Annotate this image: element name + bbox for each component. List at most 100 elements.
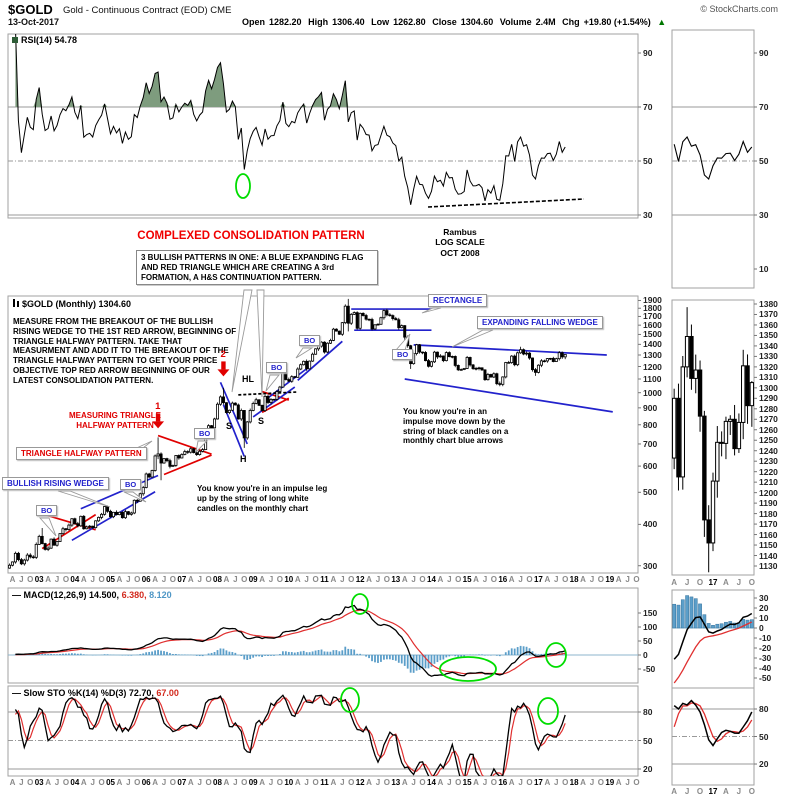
xaxis-month-label: O xyxy=(455,778,462,787)
xaxis-month-label: O xyxy=(134,778,141,787)
xaxis-year-label: 17 xyxy=(708,787,718,796)
xaxis-year-label: 14 xyxy=(427,575,436,584)
annotation-measure: MEASURE FROM THE BREAKOUT OF THE BULLISH… xyxy=(13,317,237,385)
xaxis-month-label: J xyxy=(625,778,630,787)
rsi-icon xyxy=(12,37,18,43)
xaxis-year-label: 15 xyxy=(462,778,472,787)
trendline-blue xyxy=(404,378,613,413)
arrow-number-2: 2 xyxy=(220,349,226,361)
red-arrow-head xyxy=(217,369,230,377)
callout-triangle-halfway: TRIANGLE HALFWAY PATTERN xyxy=(16,447,147,460)
xaxis-month-label: O xyxy=(62,778,70,787)
callout-tail xyxy=(256,289,265,398)
trendline-blue xyxy=(264,365,311,401)
xaxis-month-label: J xyxy=(411,778,416,787)
low-value: 1262.80 xyxy=(393,17,426,27)
price-ytick: 1200 xyxy=(643,361,662,372)
open-label: Open xyxy=(242,17,266,27)
price-ytick: 1000 xyxy=(643,387,662,398)
green-circle-annotation xyxy=(351,593,369,615)
xaxis-month-label: J xyxy=(375,575,381,584)
xaxis-month-label: A xyxy=(330,778,337,787)
green-circle-annotation xyxy=(545,642,567,668)
mini-candlesticks xyxy=(672,307,754,573)
macd-ytick: -50 xyxy=(643,664,656,674)
xaxis-year-label: 11 xyxy=(320,778,329,787)
high-value: 1306.40 xyxy=(332,17,365,27)
annotation-impulse-up: You know you're in an impulse leg up by … xyxy=(197,484,328,513)
chg-up-icon: ▲ xyxy=(657,17,667,27)
xaxis-year-label: 13 xyxy=(391,778,401,787)
rsi-ytick: 70 xyxy=(643,102,653,112)
mini-macd-ytick: 20 xyxy=(759,603,769,613)
rsi-panel-label: RSI(14) 54.78 xyxy=(12,35,77,45)
mini-price-ytick: 1240 xyxy=(759,445,778,456)
xaxis-year-label: 07 xyxy=(177,575,187,584)
xaxis-month-label: A xyxy=(508,778,515,787)
price-ytick: 1300 xyxy=(643,350,662,360)
xaxis-month-label: A xyxy=(80,778,87,787)
xaxis-month-label: A xyxy=(401,575,408,584)
xaxis-month-label: J xyxy=(304,778,309,787)
bo-callout-tail xyxy=(195,440,209,454)
callout-tail xyxy=(231,289,253,393)
mini-rsi-ytick: 30 xyxy=(759,210,769,220)
xaxis-month-label: A xyxy=(473,778,479,787)
mini-price-ytick: 1260 xyxy=(759,424,778,435)
xaxis-year-label: 05 xyxy=(106,575,115,584)
xaxis-month-label: O xyxy=(276,778,284,787)
sto-ytick: 20 xyxy=(643,764,653,774)
xaxis-year-label: 19 xyxy=(605,575,615,584)
xaxis-month-label: J xyxy=(126,778,131,787)
xaxis-month-label: O xyxy=(490,575,497,584)
macd-signal-value: 6.380, xyxy=(121,590,147,600)
mini-macd-ytick: -10 xyxy=(759,633,772,643)
xaxis-month-label: O xyxy=(526,778,533,787)
xaxis-month-label: A xyxy=(437,575,444,584)
candles-icon2 xyxy=(17,301,19,307)
xaxis-month-label: A xyxy=(401,778,408,787)
xaxis-month-label: A xyxy=(723,787,729,796)
mini-rsi-line xyxy=(673,136,753,180)
open-value: 1282.20 xyxy=(269,17,302,27)
price-ytick: 1500 xyxy=(643,329,662,340)
bo-callout-tail xyxy=(295,347,314,359)
xaxis-month-label: O xyxy=(748,787,755,796)
green-circle-annotation xyxy=(340,687,360,713)
price-panel xyxy=(7,295,639,574)
rsi-overbought-fill xyxy=(15,34,566,107)
green-circle-annotation xyxy=(537,697,559,725)
mini-sto-ytick: 80 xyxy=(759,704,769,714)
xaxis-month-label: O xyxy=(383,575,390,584)
mini-macd-signal xyxy=(673,621,753,684)
copyright: © StockCharts.com xyxy=(700,4,778,14)
macd-hist-value: 8.120 xyxy=(149,590,172,600)
annotation-pattern-box: 3 BULLISH PATTERNS IN ONE: A BLUE EXPAND… xyxy=(136,250,378,286)
xaxis-month-label: J xyxy=(736,578,742,587)
mini-price-ytick: 1220 xyxy=(759,466,778,477)
xaxis-month-label: A xyxy=(671,787,678,796)
sto-d-line xyxy=(14,694,566,776)
mini-price-ytick: 1210 xyxy=(759,477,778,488)
xaxis-month-label: A xyxy=(45,778,51,787)
xaxis-month-label: A xyxy=(152,778,158,787)
xaxis-month-label: J xyxy=(268,778,274,787)
xaxis-month-label: O xyxy=(526,575,533,584)
xaxis-month-label: O xyxy=(383,778,390,787)
mini-price-ytick: 1360 xyxy=(759,319,778,330)
xaxis-month-label: J xyxy=(340,778,345,787)
sto-panel xyxy=(7,685,639,777)
ohlc-row: Open 1282.20 High 1306.40 Low 1262.80 Close… xyxy=(242,17,670,27)
xaxis-year-label: 03 xyxy=(34,575,44,584)
xaxis-year-label: 17 xyxy=(533,778,543,787)
mini-price-ytick: 1280 xyxy=(759,403,778,414)
trendline-blue xyxy=(413,344,607,356)
mini-price-ytick: 1320 xyxy=(759,361,778,372)
xaxis-month-label: A xyxy=(330,575,337,584)
xaxis-month-label: J xyxy=(197,575,202,584)
xaxis-month-label: A xyxy=(473,575,479,584)
xaxis-month-label: O xyxy=(134,575,141,584)
xaxis-year-label: 15 xyxy=(462,575,472,584)
xaxis-month-label: A xyxy=(152,575,158,584)
